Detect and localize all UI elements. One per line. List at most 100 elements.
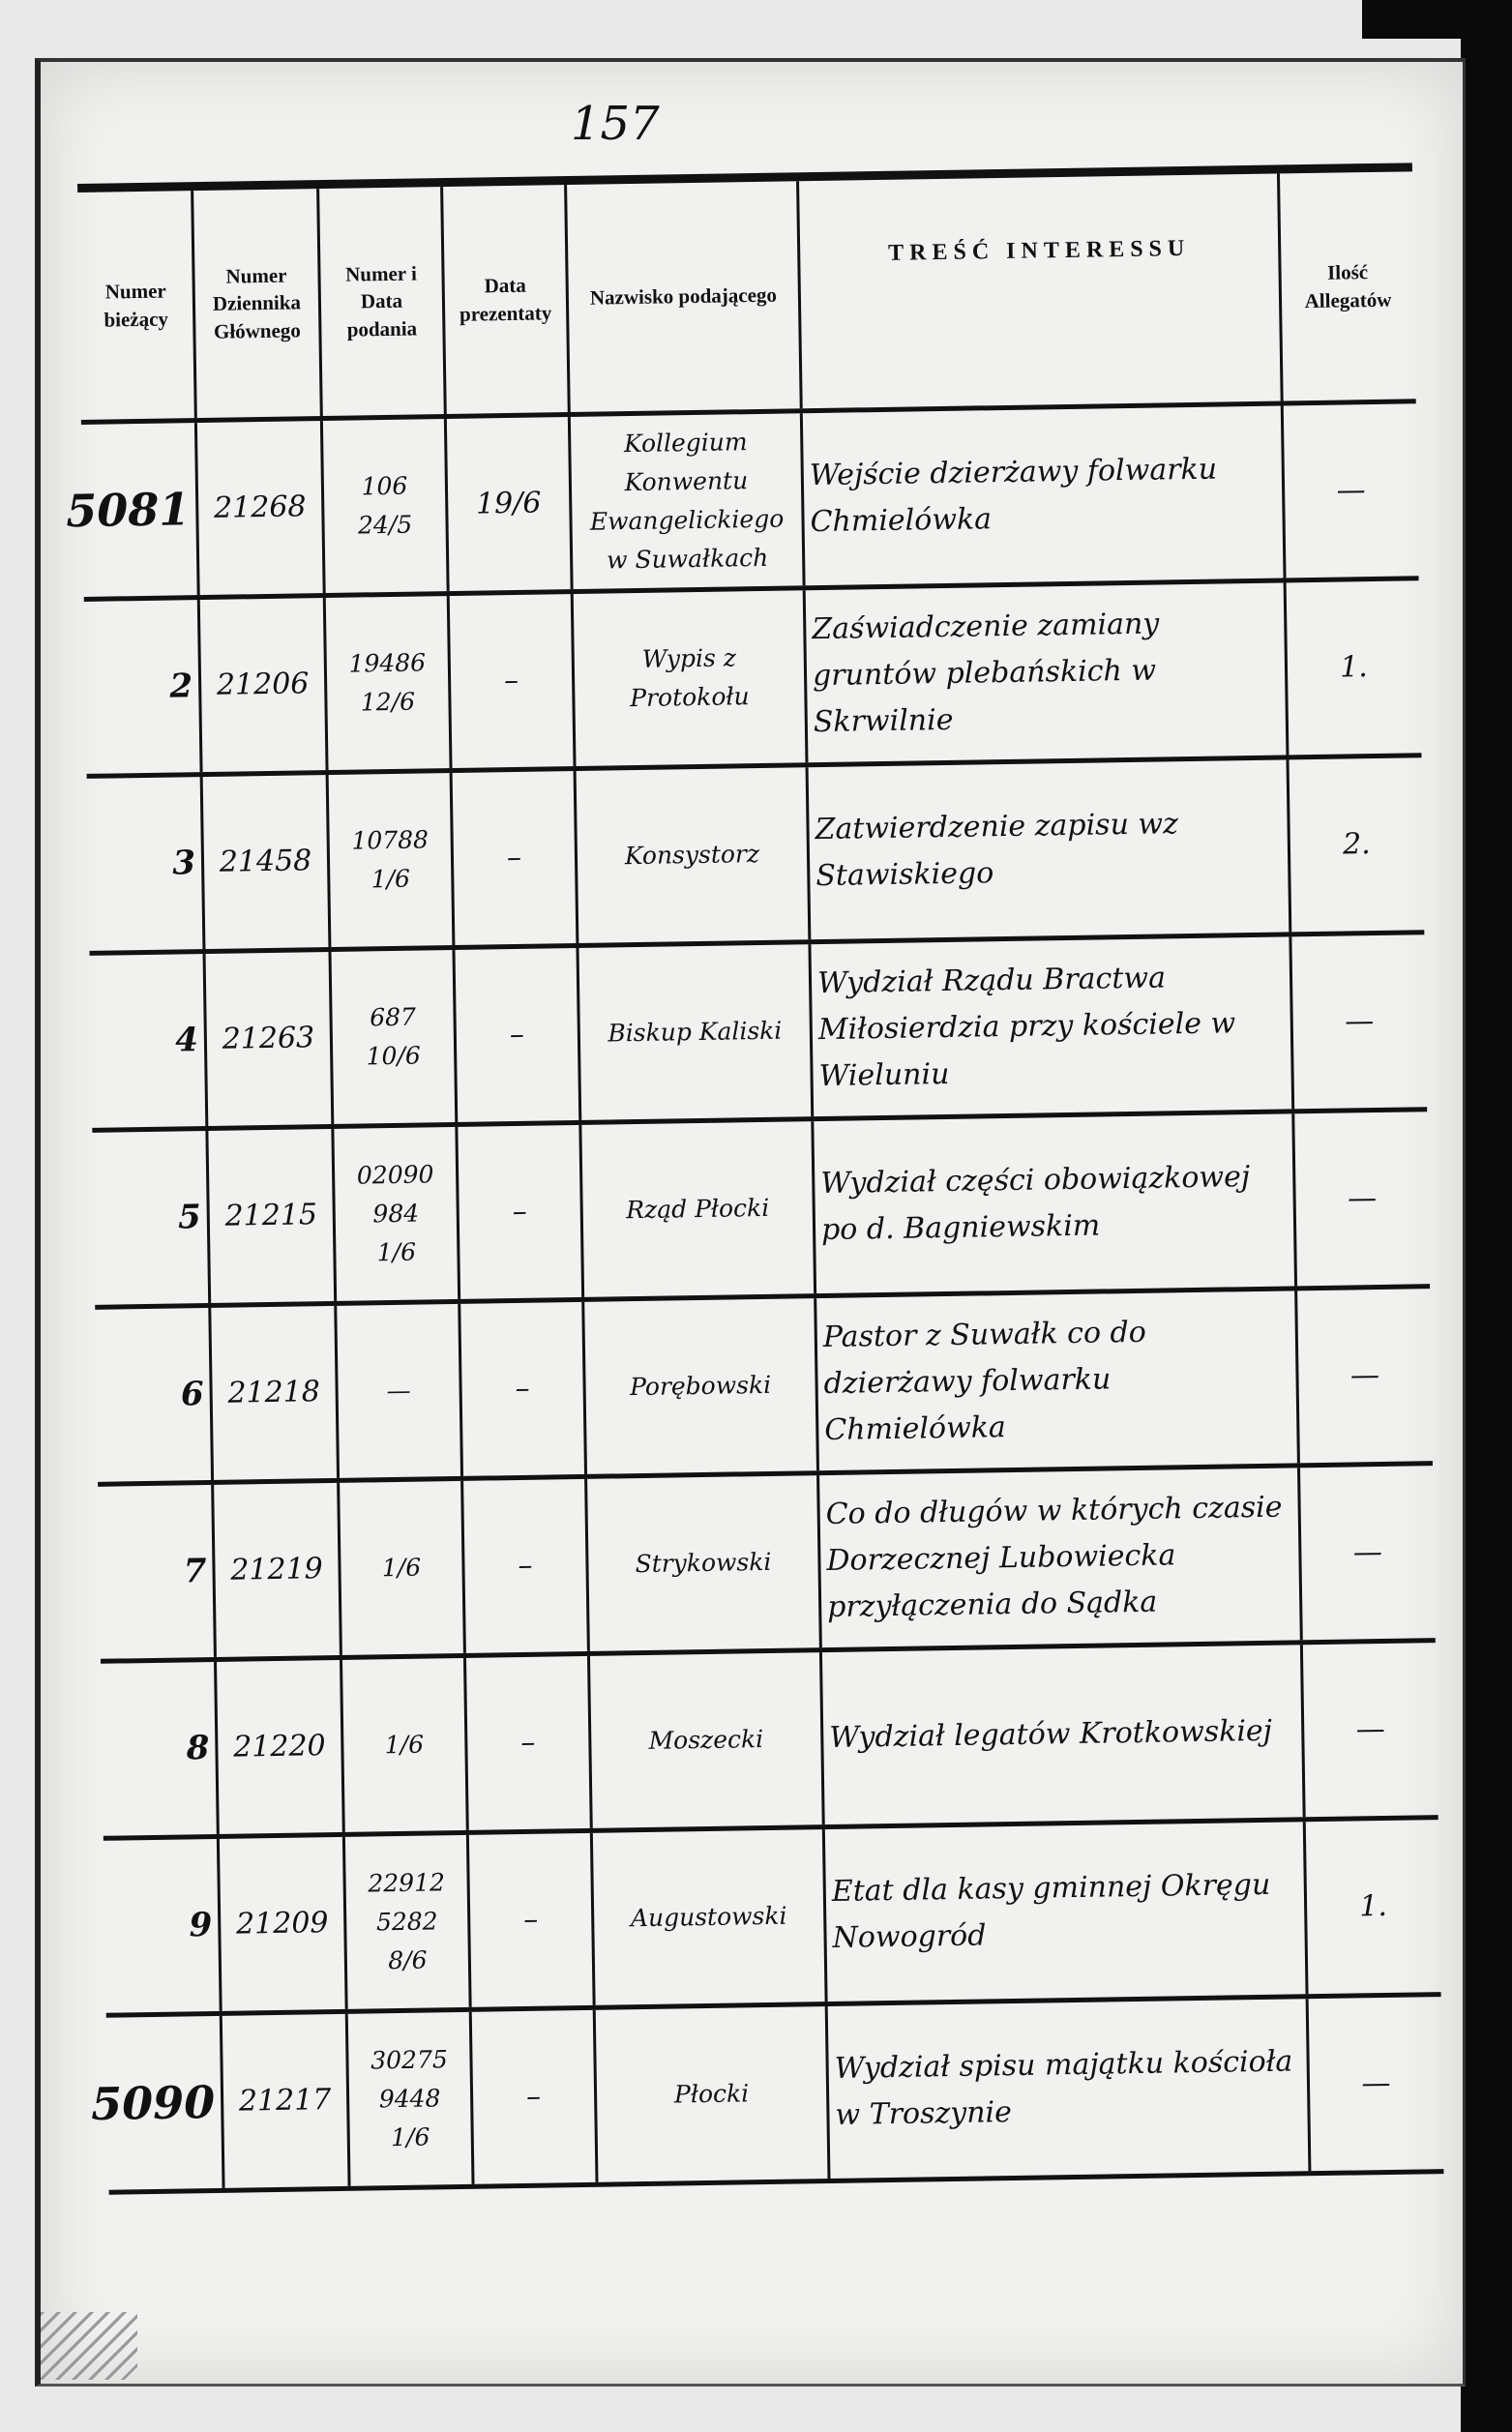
nazwisko-podajacego: Rząd Płocki <box>581 1121 817 1297</box>
ledger-page <box>35 58 1466 2387</box>
tresc-interessu: Zatwierdzenie zapisu wz Stawiskiego <box>808 759 1292 940</box>
numer-dziennika: 21220 <box>217 1659 345 1834</box>
numer-dziennika: 21217 <box>222 2013 351 2188</box>
podanie-line: 02090 <box>356 1160 434 1190</box>
podanie-line: 106 <box>361 471 408 501</box>
tresc-interessu: Pastor z Suwałk co do dzierżawy folwarku… <box>816 1290 1300 1471</box>
data-prezentaty: – <box>468 1832 596 2007</box>
ledger-row: 9 21209 22912 5282 8/6 – Augustowski Etat … <box>103 1820 1441 2018</box>
podanie-line: 10788 <box>351 825 430 855</box>
numer-dziennika: 21268 <box>196 421 326 596</box>
ledger-row: 2 21206 19486 12/6 – Wypis z Protokołu Za… <box>83 580 1422 779</box>
podanie-line: 5282 <box>375 1907 438 1937</box>
podanie-line: 1/6 <box>376 1237 417 1267</box>
tresc-interessu: Co do długów w których czasie Dorzecznej… <box>819 1468 1303 1648</box>
tresc-interessu: Zaświadczenie zamiany gruntów plebańskic… <box>805 582 1290 763</box>
numer-biezacy: 6 <box>95 1307 215 1482</box>
podanie-line: 984 <box>372 1199 420 1229</box>
numer-biezacy: 5081 <box>66 423 200 597</box>
ledger-row: 6 21218 — – Porębowski Pastor z Suwałk c… <box>95 1289 1433 1487</box>
ilosc-allegatow: — <box>1349 1358 1380 1393</box>
data-prezentaty: – <box>471 2009 599 2184</box>
numer-data-podania: — <box>337 1303 464 1478</box>
data-prezentaty: – <box>449 593 577 768</box>
header-numer-dziennika: Numer Dziennika Głównego <box>193 189 323 419</box>
ledger-row: 8 21220 1/6 – Moszecki Wydział legatów K… <box>101 1643 1438 1841</box>
tresc-interessu: Etat dla kasy gminnej Okręgu Nowogród <box>824 1822 1309 2002</box>
header-ilosc-allegatow: Ilość Allegatów <box>1304 260 1392 312</box>
numer-dziennika: 21206 <box>199 598 329 773</box>
tresc-interessu: Wydział legatów Krotkowskiej <box>821 1645 1306 1825</box>
tresc-interessu: Wydział części obowiązkowej po d. Bagnie… <box>814 1113 1298 1294</box>
ilosc-allegatow: 1. <box>1359 1888 1388 1924</box>
podanie-line: 30275 <box>371 2045 448 2075</box>
ledger-row: 5 21215 02090 984 1/6 – Rząd Płocki Wydzia… <box>92 1112 1431 1310</box>
numer-data-podania: 22912 5282 8/6 <box>344 1834 472 2009</box>
podanie-line: 687 <box>369 1002 417 1032</box>
nazwisko-podajacego: Porębowski <box>584 1298 819 1474</box>
ilosc-allegatow: — <box>1361 2065 1391 2101</box>
data-prezentaty: – <box>465 1655 593 1830</box>
header-row: Numer bieżący Numer Dziennika Głównego N… <box>77 163 1416 425</box>
numer-data-podania: 19486 12/6 <box>325 596 453 770</box>
numer-data-podania: 1/6 <box>340 1480 466 1655</box>
header-data-prezentaty: Data prezentaty <box>443 185 571 415</box>
numer-biezacy: 5 <box>92 1130 212 1305</box>
data-prezentaty: – <box>460 1301 588 1476</box>
tresc-interessu: Wydział spisu majątku kościoła w Troszyn… <box>827 1999 1312 2180</box>
nazwisko-podajacego: Strykowski <box>587 1475 822 1651</box>
ilosc-allegatow: — <box>1344 1004 1375 1039</box>
nazwisko-podajacego: Biskup Kaliski <box>578 944 815 1120</box>
ilosc-allegatow: — <box>1347 1181 1378 1216</box>
header-numer-data-podania: Numer i Data podania <box>319 187 447 417</box>
numer-biezacy: 3 <box>86 777 206 951</box>
ledger-row: 4 21263 687 10/6 – Biskup Kaliski Wydział… <box>89 934 1428 1133</box>
nazwisko-podajacego: Moszecki <box>589 1652 825 1828</box>
podanie-line: 1/6 <box>371 864 411 894</box>
header-tresc: TREŚĆ INTERESSU <box>799 173 1284 409</box>
page-number: 157 <box>571 97 660 151</box>
ledger-row: 3 21458 10788 1/6 – Konsystorz Zatwierdze… <box>86 757 1425 956</box>
numer-dziennika: 21218 <box>211 1305 341 1480</box>
nazwisko-podajacego: Wypis z Protokołu <box>573 590 809 766</box>
numer-data-podania: 1/6 <box>342 1657 469 1832</box>
podanie-line: 9448 <box>378 2084 441 2114</box>
podanie-line: 24/5 <box>357 510 413 540</box>
numer-data-podania: 30275 9448 1/6 <box>347 2011 475 2186</box>
podanie-line: 1/6 <box>381 1553 422 1583</box>
nazwisko-podajacego: Płocki <box>595 2006 831 2182</box>
data-prezentaty: – <box>458 1124 585 1299</box>
podanie-line: 12/6 <box>360 687 416 717</box>
podanie-line: 10/6 <box>366 1041 421 1071</box>
podanie-line: — <box>386 1376 411 1406</box>
data-prezentaty: – <box>455 947 582 1122</box>
nazwisko-podajacego: Kollegium Konwentu Ewangelickiego w Suwa… <box>570 413 806 589</box>
header-numer-biezacy: Numer bieżący <box>77 191 197 420</box>
numer-dziennika: 21215 <box>208 1128 338 1303</box>
numer-dziennika: 21263 <box>205 951 335 1126</box>
data-prezentaty: – <box>463 1478 590 1653</box>
podanie-line: 1/6 <box>390 2122 430 2152</box>
podanie-line: 8/6 <box>388 1945 428 1975</box>
ilosc-allegatow: — <box>1336 473 1366 508</box>
numer-data-podania: 106 24/5 <box>322 419 450 594</box>
data-prezentaty: – <box>452 770 579 945</box>
numer-biezacy: 2 <box>83 600 203 774</box>
numer-dziennika: 21219 <box>214 1482 342 1657</box>
data-prezentaty: 19/6 <box>446 417 574 592</box>
page-corner-fold <box>41 2312 137 2380</box>
numer-biezacy: 7 <box>98 1484 217 1659</box>
ilosc-allegatow: — <box>1352 1534 1383 1570</box>
numer-biezacy: 4 <box>89 954 209 1128</box>
ilosc-allegatow: — <box>1355 1711 1386 1747</box>
ilosc-allegatow: 1. <box>1339 650 1369 685</box>
header-nazwisko: Nazwisko podającego <box>567 181 803 413</box>
ledger-rows: 5081 21268 106 24/5 19/6 Kollegium Konwen… <box>66 403 1444 2195</box>
numer-data-podania: 687 10/6 <box>331 949 459 1124</box>
numer-data-podania: 02090 984 1/6 <box>334 1126 461 1301</box>
scan-edge-right <box>1461 0 1512 2432</box>
podanie-line: 1/6 <box>384 1730 425 1760</box>
tresc-interessu: Wejście dzierżawy folwarku Chmielówka <box>802 405 1287 586</box>
numer-biezacy: 8 <box>101 1661 220 1836</box>
tresc-interessu: Wydział Rządu Bractwa Miłosierdzia przy … <box>811 936 1295 1117</box>
